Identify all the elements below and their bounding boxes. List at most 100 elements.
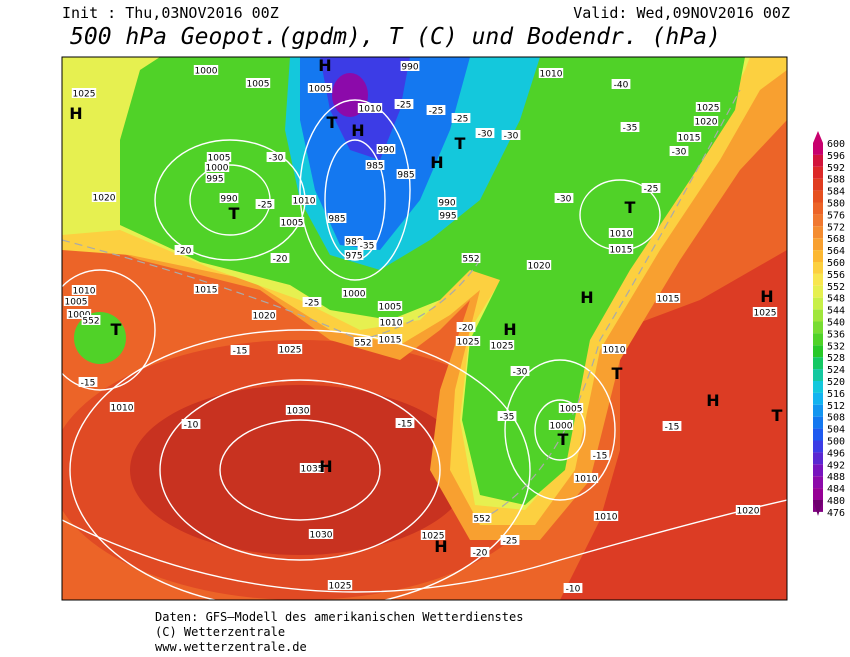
legend-level: 560 [827, 258, 845, 269]
legend-level: 476 [827, 508, 845, 519]
legend-level: 488 [827, 472, 845, 483]
contour-label: -35 [360, 242, 375, 252]
legend-level: 544 [827, 306, 845, 317]
label-box [573, 473, 599, 483]
label-box [174, 245, 194, 255]
legend-level: 552 [827, 282, 845, 293]
label-box [353, 337, 373, 347]
contour-label: 990 [220, 195, 237, 205]
contour-label: 1025 [697, 104, 720, 114]
label-box [426, 105, 446, 115]
contour-label: -25 [429, 107, 444, 117]
contour-label: -25 [305, 299, 320, 309]
legend-level: 536 [827, 329, 845, 340]
label-box [377, 334, 403, 344]
contour-label: 985 [328, 215, 345, 225]
pressure-center: T [558, 430, 569, 449]
contour-label: 1015 [195, 286, 218, 296]
legend-level: 568 [827, 234, 845, 245]
contour-label: -20 [177, 247, 192, 257]
legend-level: 596 [827, 151, 845, 162]
label-box [71, 88, 97, 98]
label-box [475, 128, 495, 138]
contour-label: 1015 [678, 134, 701, 144]
legend-swatch [813, 190, 823, 203]
legend-level: 540 [827, 318, 845, 329]
contour-label: 1005 [379, 303, 402, 313]
contour-label: 1035 [301, 465, 324, 475]
contour-label: -25 [454, 115, 469, 125]
label-box [277, 344, 303, 354]
pressure-center: H [69, 104, 82, 123]
legend-level: 548 [827, 294, 845, 305]
legend-swatch [813, 166, 823, 179]
contour-label: 1005 [560, 405, 583, 415]
label-box [266, 152, 286, 162]
contour-label: 1030 [287, 407, 310, 417]
pressure-center: T [612, 364, 623, 383]
legend-level: 584 [827, 187, 845, 198]
label-box [327, 580, 353, 590]
footer-line: www.wetterzentrale.de [155, 640, 307, 654]
label-box [438, 210, 458, 220]
label-box [71, 285, 97, 295]
legend-swatch [813, 321, 823, 334]
legend-swatch [813, 392, 823, 405]
label-box [420, 530, 446, 540]
contour-label: 1010 [595, 513, 618, 523]
footer-line: (C) Wetterzentrale [155, 625, 285, 639]
legend-level: 564 [827, 246, 845, 257]
label-box [91, 192, 117, 202]
legend-swatch [813, 404, 823, 417]
contour-label: 1030 [310, 531, 333, 541]
pressure-center: H [318, 56, 331, 75]
label-box [307, 83, 333, 93]
contour-label: 1000 [550, 422, 573, 432]
legend-level: 484 [827, 484, 845, 495]
legend-swatch [813, 416, 823, 429]
legend-level: 492 [827, 460, 845, 471]
label-box [558, 403, 584, 413]
label-box [308, 529, 334, 539]
legend-swatch [813, 428, 823, 441]
legend-swatch [813, 178, 823, 191]
label-box [219, 193, 239, 203]
pressure-center: H [351, 121, 364, 140]
contour-label: 1020 [528, 262, 551, 272]
contour-label: -25 [503, 537, 518, 547]
legend-level: 500 [827, 437, 845, 448]
contour-label: 1010 [111, 404, 134, 414]
contour-label: 1010 [540, 70, 563, 80]
legend-level: 556 [827, 270, 845, 281]
label-box [376, 144, 396, 154]
contour-label: 1020 [253, 312, 276, 322]
label-box [451, 113, 471, 123]
label-box [285, 405, 311, 415]
contour-label: 1020 [695, 118, 718, 128]
label-box [608, 228, 634, 238]
init-time: Init : Thu,03NOV2016 00Z [62, 4, 279, 22]
contour-label: -30 [478, 130, 493, 140]
label-box [291, 195, 317, 205]
label-box [181, 419, 201, 429]
legend-swatch [813, 476, 823, 489]
label-box [693, 116, 719, 126]
legend-swatch [813, 488, 823, 500]
contour-label: -30 [504, 132, 519, 142]
label-box [109, 402, 135, 412]
label-box [255, 199, 275, 209]
label-box [620, 122, 640, 132]
contour-label: -15 [665, 423, 680, 433]
map-title: 500 hPa Geopot.(gpdm), T (C) und Bodendr… [70, 24, 721, 50]
label-box [563, 583, 583, 593]
label-box [735, 505, 761, 515]
legend-level: 508 [827, 413, 845, 424]
legend-level: 572 [827, 222, 845, 233]
label-box [63, 296, 89, 306]
label-box [456, 322, 476, 332]
contour-label: 1000 [68, 311, 91, 321]
label-box [538, 68, 564, 78]
label-box [193, 284, 219, 294]
legend-level: 580 [827, 199, 845, 210]
contour-label: 552 [82, 317, 99, 327]
